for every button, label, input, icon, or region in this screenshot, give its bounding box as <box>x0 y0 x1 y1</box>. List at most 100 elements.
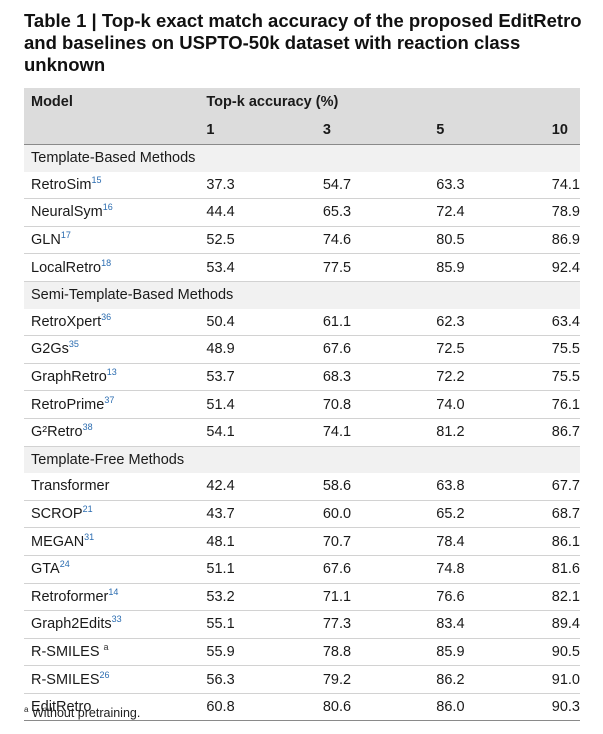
model-name: G²Retro <box>31 424 83 441</box>
model-cell: Retroformer14 <box>24 583 207 612</box>
accuracy-cell: 55.9 <box>206 638 323 667</box>
model-cell: MEGAN31 <box>24 527 207 556</box>
footnote-marker: a <box>24 705 29 714</box>
reference-superscript: 31 <box>84 531 95 542</box>
reference-superscript: 17 <box>60 230 71 241</box>
accuracy-cell: 62.3 <box>436 308 552 337</box>
reference-superscript: 38 <box>82 422 93 433</box>
table-row: RetroSim15 37.3 54.7 63.3 74.1 <box>24 171 580 200</box>
accuracy-cell: 63.8 <box>436 473 552 501</box>
model-name: Transformer <box>31 478 110 495</box>
accuracy-cell: 67.7 <box>551 473 580 501</box>
reference-superscript: 36 <box>101 311 112 322</box>
group-name: Template-Based Methods <box>24 144 580 172</box>
accuracy-cell: 48.1 <box>206 527 323 556</box>
accuracy-cell: 60.0 <box>322 500 437 529</box>
table-row: NeuralSym16 44.4 65.3 72.4 78.9 <box>24 198 580 227</box>
accuracy-cell: 72.5 <box>436 335 552 364</box>
table-row: LocalRetro18 53.4 77.5 85.9 92.4 <box>24 253 580 282</box>
accuracy-cell: 56.3 <box>206 665 323 694</box>
accuracy-cell: 75.5 <box>551 335 580 364</box>
accuracy-cell: 72.4 <box>436 198 552 227</box>
table-body: Template-Based Methods RetroSim15 37.3 54.7… <box>24 144 580 722</box>
header-empty-cell <box>24 116 207 145</box>
table-row: EditRetro 60.8 80.6 86.0 90.3 <box>24 693 580 722</box>
header-row-1: Model Top-k accuracy (%) <box>24 88 580 116</box>
accuracy-cell: 65.3 <box>322 198 437 227</box>
model-cell: RetroXpert36 <box>24 308 207 337</box>
accuracy-cell: 86.0 <box>436 693 552 722</box>
accuracy-cell: 54.1 <box>206 418 323 447</box>
accuracy-cell: 70.7 <box>322 527 437 556</box>
accuracy-cell: 74.0 <box>436 390 552 419</box>
table-row: GLN17 52.5 74.6 80.5 86.9 <box>24 226 580 255</box>
model-cell: GraphRetro13 <box>24 363 207 392</box>
accuracy-cell: 85.9 <box>436 638 552 667</box>
accuracy-cell: 67.6 <box>322 335 437 364</box>
table-row: GraphRetro13 53.7 68.3 72.2 75.5 <box>24 363 580 392</box>
header-row-2: 1 3 5 10 <box>24 116 580 145</box>
model-name: GTA <box>31 561 60 578</box>
reference-superscript: 26 <box>99 669 110 680</box>
table-row: Transformer 42.4 58.6 63.8 67.7 <box>24 473 580 501</box>
accuracy-cell: 65.2 <box>436 500 552 529</box>
model-name: MEGAN <box>31 533 85 550</box>
table-row: SCROP21 43.7 60.0 65.2 68.7 <box>24 500 580 529</box>
accuracy-cell: 55.1 <box>206 610 323 639</box>
model-name: RetroPrime <box>31 396 105 413</box>
accuracy-cell: 86.2 <box>436 665 552 694</box>
reference-superscript: 13 <box>106 367 117 378</box>
reference-superscript: 37 <box>104 394 115 405</box>
model-name: R-SMILES <box>31 671 100 688</box>
table-row: Graph2Edits33 55.1 77.3 83.4 89.4 <box>24 610 580 639</box>
table-row: GTA24 51.1 67.6 74.8 81.6 <box>24 555 580 584</box>
model-name: R-SMILES <box>31 643 100 660</box>
model-name: RetroXpert <box>31 313 102 330</box>
topk-header: Top-k accuracy (%) <box>206 88 580 116</box>
model-cell: G²Retro38 <box>24 418 207 447</box>
reference-superscript: 21 <box>82 504 93 515</box>
table-row: R-SMILES a 55.9 78.8 85.9 90.5 <box>24 638 580 667</box>
accuracy-cell: 82.1 <box>551 583 580 612</box>
accuracy-cell: 63.4 <box>551 308 580 337</box>
accuracy-cell: 52.5 <box>206 226 323 255</box>
accuracy-cell: 54.7 <box>322 171 437 200</box>
accuracy-cell: 74.1 <box>322 418 437 447</box>
table-row: Retroformer14 53.2 71.1 76.6 82.1 <box>24 583 580 612</box>
accuracy-cell: 81.6 <box>551 555 580 584</box>
model-name: Graph2Edits <box>31 616 112 633</box>
group-header-row: Semi-Template-Based Methods <box>24 281 580 309</box>
table-row: MEGAN31 48.1 70.7 78.4 86.1 <box>24 527 580 556</box>
model-cell: RetroSim15 <box>24 171 207 200</box>
accuracy-cell: 92.4 <box>551 253 580 282</box>
model-name: GraphRetro <box>31 369 107 386</box>
accuracy-cell: 86.7 <box>551 418 580 447</box>
reference-superscript: 15 <box>91 174 102 185</box>
group-name: Template-Free Methods <box>24 446 580 474</box>
accuracy-cell: 53.4 <box>206 253 323 282</box>
accuracy-cell: 60.8 <box>206 693 323 722</box>
model-name: RetroSim <box>31 176 92 193</box>
accuracy-cell: 68.3 <box>322 363 437 392</box>
model-cell: EditRetro <box>24 693 207 722</box>
accuracy-cell: 58.6 <box>322 473 437 501</box>
accuracy-cell: 72.2 <box>436 363 552 392</box>
model-cell: LocalRetro18 <box>24 253 207 282</box>
reference-superscript: 35 <box>68 339 79 350</box>
k-header: 3 <box>322 116 437 145</box>
accuracy-cell: 80.5 <box>436 226 552 255</box>
model-name: GLN <box>31 232 61 249</box>
accuracy-cell: 74.8 <box>436 555 552 584</box>
table-row: G²Retro38 54.1 74.1 81.2 86.7 <box>24 418 580 447</box>
reference-superscript: 16 <box>102 202 113 213</box>
k-header: 10 <box>551 116 580 145</box>
table-row: RetroXpert36 50.4 61.1 62.3 63.4 <box>24 308 580 337</box>
accuracy-cell: 53.2 <box>206 583 323 612</box>
model-name: G2Gs <box>31 341 69 358</box>
model-cell: NeuralSym16 <box>24 198 207 227</box>
accuracy-cell: 71.1 <box>322 583 437 612</box>
group-name: Semi-Template-Based Methods <box>24 281 580 309</box>
reference-superscript: 33 <box>111 614 122 625</box>
accuracy-cell: 44.4 <box>206 198 323 227</box>
